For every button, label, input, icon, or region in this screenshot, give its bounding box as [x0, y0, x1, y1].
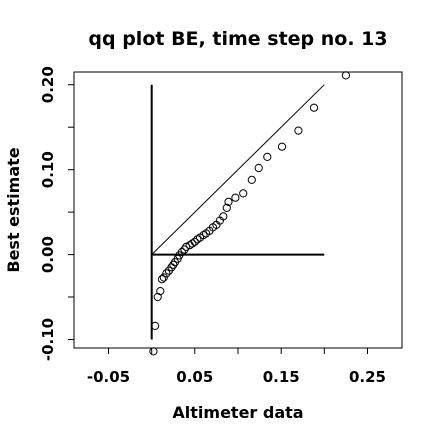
data-point: [188, 239, 197, 248]
reference-lines: [150, 84, 325, 340]
data-point: [159, 273, 168, 282]
data-point: [199, 231, 208, 240]
y-tick-label: 0.20: [39, 66, 57, 103]
data-point: [231, 193, 240, 202]
data-point: [193, 235, 202, 244]
data-points: [149, 71, 350, 356]
data-point: [309, 103, 319, 112]
x-tick-label: -0.05: [87, 368, 130, 386]
data-point: [190, 237, 199, 246]
data-point: [219, 212, 228, 221]
data-point: [156, 287, 165, 296]
data-point: [162, 269, 171, 278]
x-axis: -0.05 0.05 0.15 0.25: [87, 348, 386, 386]
y-tick-label: 0.00: [39, 236, 57, 273]
x-tick-label: 0.25: [349, 368, 386, 386]
data-point: [177, 247, 186, 257]
data-point: [151, 321, 160, 330]
data-point: [180, 245, 189, 254]
y-axis: -0.10 0.00 0.10 0.20: [39, 66, 74, 361]
data-point: [149, 347, 158, 356]
data-point: [222, 203, 231, 212]
reference-line-1: [151, 84, 325, 255]
data-point: [294, 126, 303, 135]
data-point: [341, 71, 350, 80]
data-point: [169, 260, 178, 269]
data-point: [247, 175, 256, 184]
x-tick-label: 0.15: [263, 368, 300, 386]
data-point: [263, 152, 272, 161]
x-tick-label: 0.05: [176, 368, 213, 386]
data-point: [239, 189, 248, 198]
plot-frame: [73, 71, 403, 349]
data-point: [157, 275, 167, 284]
y-tick-label: -0.10: [39, 318, 57, 361]
chart-title: qq plot BE, time step no. 13: [88, 28, 387, 50]
x-axis-label: Altimeter data: [172, 403, 303, 422]
data-point: [254, 163, 263, 173]
data-point: [277, 142, 287, 151]
data-point: [224, 197, 233, 206]
y-tick-label: 0.10: [39, 151, 57, 188]
y-axis-label: Best estimate: [4, 147, 23, 272]
